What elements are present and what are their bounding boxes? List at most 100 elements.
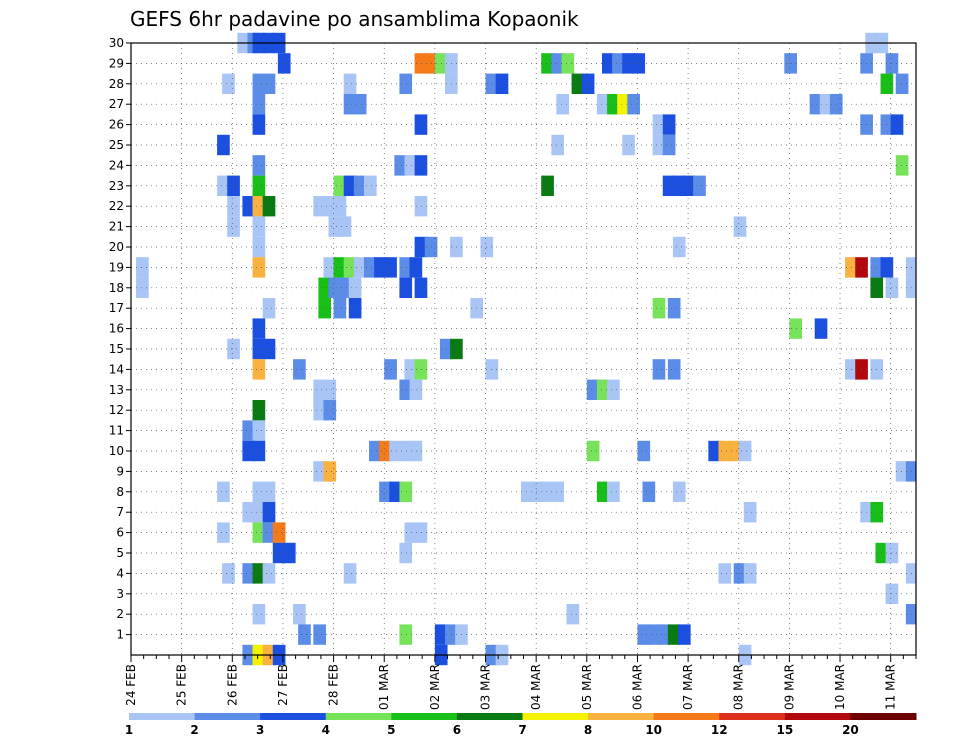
heatmap-cell [414, 359, 428, 380]
heatmap-cell [353, 94, 367, 115]
grid-layer [131, 42, 916, 655]
heatmap-cell [328, 216, 342, 237]
heatmap-cell [890, 114, 904, 135]
heatmap-cell [657, 624, 671, 645]
heatmap-cell [789, 318, 803, 339]
chart-title: GEFS 6hr padavine po ansamblima Kopaonik [130, 7, 579, 31]
heatmap-cell [612, 53, 625, 74]
heatmap-cell [652, 134, 666, 156]
y-tick-label: 30 [109, 36, 124, 50]
heatmap-cell [217, 175, 230, 196]
colorbar-swatch [391, 713, 458, 720]
heatmap-cell [252, 257, 266, 278]
heatmap-cell [596, 379, 610, 400]
heatmap-cell [262, 481, 276, 502]
heatmap-cell [652, 114, 666, 135]
y-tick-label: 6 [116, 526, 124, 540]
heatmap-cell [369, 440, 382, 462]
colorbar-label: 10 [645, 723, 662, 737]
heatmap-cell [313, 379, 326, 400]
heatmap-cell [672, 481, 686, 502]
y-tick-label: 20 [109, 240, 124, 254]
heatmap-cell [333, 196, 347, 217]
x-tick-label: 27 FEB [276, 664, 290, 706]
colorbar-swatch [522, 713, 589, 720]
y-tick-label: 12 [109, 403, 124, 417]
heatmap-cell [262, 563, 276, 584]
colorbar-swatch [784, 713, 851, 720]
heatmap-cell [662, 134, 676, 156]
heatmap-cell [293, 359, 306, 380]
heatmap-cell [343, 563, 357, 584]
y-tick-label: 5 [116, 546, 124, 560]
heatmap-cell [353, 175, 367, 196]
heatmap-cell [905, 563, 916, 584]
heatmap-cell [252, 155, 266, 176]
y-tick-label: 4 [116, 566, 124, 580]
x-tick-label: 08 MAR [732, 664, 746, 710]
heatmap-cell [556, 94, 570, 115]
heatmap-cell [728, 440, 742, 462]
y-tick-label: 23 [109, 179, 124, 193]
heatmap-cell [895, 155, 909, 176]
x-tick-label: 09 MAR [782, 664, 796, 710]
heatmap-cell [399, 379, 413, 400]
heatmap-cell [343, 94, 357, 115]
heatmap-cell [708, 440, 722, 462]
heatmap-cell [414, 53, 428, 74]
heatmap-cell [409, 440, 423, 462]
heatmap-cell [404, 359, 418, 380]
colorbar-swatch [456, 713, 523, 720]
heatmap-cell [313, 624, 326, 645]
heatmap-cell [561, 53, 575, 74]
heatmap-cell [338, 216, 352, 237]
y-tick-label: 17 [109, 301, 124, 315]
heatmap-cell [333, 257, 347, 278]
heatmap-cell [262, 196, 276, 217]
heatmap-cell [905, 257, 916, 278]
colorbar-swatch [325, 713, 392, 720]
heatmap-cell [272, 542, 286, 564]
heatmap-cell [414, 114, 428, 135]
heatmap-cell [323, 196, 337, 217]
heatmap-cell [905, 461, 916, 482]
heatmap-cell [414, 277, 428, 298]
heatmap-cell [136, 257, 149, 278]
heatmap-cell [409, 379, 423, 400]
heatmap-cell [667, 624, 681, 645]
colorbar: 1 2 3 4 5 6 7 8 10 12 15 20 [125, 713, 917, 737]
heatmap-cell [602, 53, 615, 74]
heatmap-cell [905, 604, 916, 625]
heatmap-cell [343, 257, 357, 278]
heatmap-cell [333, 175, 347, 196]
heatmap-cell [677, 624, 691, 645]
heatmap-cell [389, 440, 402, 462]
heatmap-cell [242, 196, 256, 217]
heatmap-cell [662, 114, 676, 135]
heatmap-cell [662, 175, 676, 196]
colorbar-label: 20 [842, 723, 859, 737]
heatmap-cell [318, 298, 332, 319]
heatmap-cell [389, 481, 402, 502]
heatmap-cell [252, 114, 266, 135]
heatmap-cell [399, 440, 413, 462]
heatmap-cell [622, 134, 635, 156]
x-tick-label: 04 MAR [529, 664, 543, 710]
heatmap-cell [252, 420, 266, 441]
colorbar-label: 15 [776, 723, 793, 737]
heatmap-cell [596, 94, 610, 115]
heatmap-cell [343, 175, 357, 196]
heatmap-cell [293, 604, 306, 625]
heatmap-cell [541, 53, 554, 74]
heatmap-cell [652, 359, 666, 380]
heatmap-cell [414, 196, 428, 217]
heatmap-cell [607, 379, 620, 400]
y-tick-label: 11 [109, 424, 124, 438]
heatmap-cell [652, 298, 666, 319]
x-tick-label: 02 MAR [428, 664, 442, 710]
colorbar-label: 6 [453, 723, 461, 737]
heatmap-cell [586, 379, 600, 400]
heatmap-cell [252, 175, 266, 196]
heatmap-cell [394, 155, 408, 176]
